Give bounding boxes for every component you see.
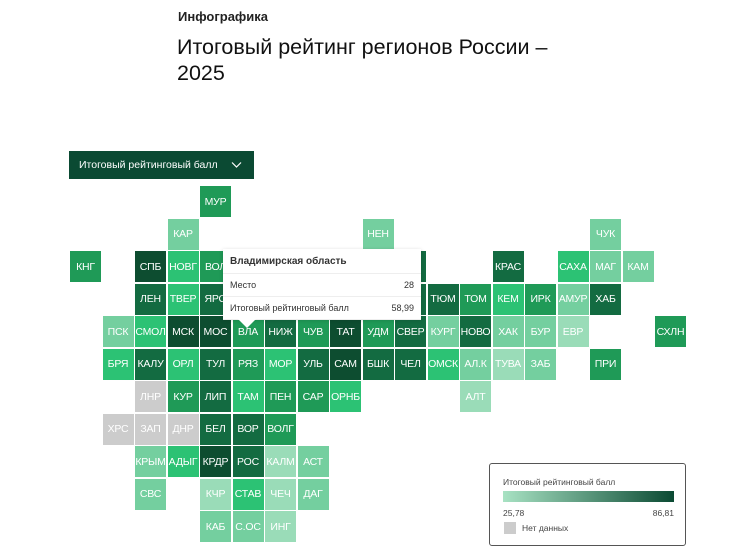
region-tile[interactable]: ЗАП	[135, 413, 166, 445]
region-tile[interactable]: ПЕН	[265, 381, 296, 412]
region-tile[interactable]: КРАС	[492, 251, 524, 282]
region-tile[interactable]: ЛЕН	[135, 283, 166, 315]
region-tile[interactable]: ЕВР	[557, 316, 589, 347]
region-tile[interactable]: КЧР	[200, 478, 231, 510]
region-tile[interactable]: ТВЕР	[167, 283, 199, 315]
region-tile[interactable]: КАМ	[622, 251, 654, 282]
region-tile[interactable]: ХАК	[492, 316, 524, 347]
tooltip-arrow	[237, 318, 257, 328]
tooltip-label: Место	[230, 280, 257, 290]
nodata-swatch	[504, 522, 516, 534]
region-tile[interactable]: ДАГ	[297, 478, 329, 510]
page-title: Итоговый рейтинг регионов России – 2025	[177, 35, 548, 85]
legend-gradient-bar	[503, 491, 674, 502]
region-tile[interactable]: ЧЕЛ	[395, 348, 426, 380]
tooltip-label: Итоговый рейтинговый балл	[230, 303, 349, 313]
region-tile[interactable]: МАГ	[590, 251, 621, 282]
region-tile[interactable]: САХА	[557, 251, 589, 282]
region-tile[interactable]: КРДР	[200, 446, 231, 477]
region-tile[interactable]: ТУЛ	[200, 348, 231, 380]
region-tile[interactable]: ТУВА	[492, 348, 524, 380]
region-tile[interactable]: СВЕР	[395, 316, 426, 347]
region-tile[interactable]: КРЫМ	[135, 446, 166, 477]
region-tile[interactable]: БУР	[525, 316, 556, 347]
region-tile[interactable]: КУР	[167, 381, 199, 412]
region-tile[interactable]: КНГ	[70, 251, 101, 282]
region-tile[interactable]: ДНР	[167, 413, 199, 445]
region-tile[interactable]: ЧЕЧ	[265, 478, 296, 510]
region-tile[interactable]: МОС	[200, 316, 231, 347]
region-tile[interactable]: АСТ	[297, 446, 329, 477]
region-tile[interactable]: МОР	[265, 348, 296, 380]
legend-min: 25,78	[503, 508, 525, 518]
nodata-label: Нет данных	[522, 523, 569, 533]
region-tile[interactable]: СВС	[135, 478, 166, 510]
region-tile[interactable]: ПСК	[102, 316, 134, 347]
region-tile[interactable]: МСК	[167, 316, 199, 347]
region-tile[interactable]: КАЛМ	[265, 446, 296, 477]
region-tile[interactable]: БШК	[362, 348, 394, 380]
region-tile[interactable]: ВОР	[232, 413, 264, 445]
region-tile[interactable]: ЧУВ	[297, 316, 329, 347]
region-tile[interactable]: КАБ	[200, 511, 231, 542]
region-tile[interactable]: НЕН	[362, 218, 394, 250]
region-tile[interactable]: НИЖ	[265, 316, 296, 347]
region-tile[interactable]: СПБ	[135, 251, 166, 282]
region-tile[interactable]: ЧУК	[590, 218, 621, 250]
region-tile[interactable]: БЕЛ	[200, 413, 231, 445]
region-tooltip: Владимирская область Место 28 Итоговый р…	[223, 249, 421, 328]
legend-max: 86,81	[652, 508, 674, 518]
chevron-down-icon	[231, 162, 242, 168]
region-tile[interactable]: РОС	[232, 446, 264, 477]
region-tile[interactable]: ПРИ	[590, 348, 621, 380]
region-tile[interactable]: ТЮМ	[427, 283, 459, 315]
region-tile[interactable]: ИРК	[525, 283, 556, 315]
region-tile[interactable]: КУРГ	[427, 316, 459, 347]
legend: Итоговый рейтинговый балл 25,78 86,81 Не…	[489, 463, 686, 546]
metric-dropdown[interactable]: Итоговый рейтинговый балл	[69, 151, 254, 179]
region-tile[interactable]: ВОЛГ	[265, 413, 296, 445]
region-tile[interactable]: ОМСК	[427, 348, 459, 380]
region-tile[interactable]: СМОЛ	[135, 316, 166, 347]
region-tile[interactable]: САМ	[330, 348, 361, 380]
region-tile[interactable]: АМУР	[557, 283, 589, 315]
tooltip-value: 58,99	[391, 303, 414, 313]
tooltip-row-rank: Место 28	[223, 274, 421, 297]
region-tile[interactable]: ЗАБ	[525, 348, 556, 380]
region-tile[interactable]: СТАВ	[232, 478, 264, 510]
region-tile[interactable]: КЕМ	[492, 283, 524, 315]
region-tile[interactable]: ОРНБ	[330, 381, 361, 412]
region-tile[interactable]: ХАБ	[590, 283, 621, 315]
region-tile[interactable]: АЛ.К	[460, 348, 491, 380]
region-tile[interactable]: ИНГ	[265, 511, 296, 542]
region-tile[interactable]: ОРЛ	[167, 348, 199, 380]
region-tile[interactable]: ТОМ	[460, 283, 491, 315]
legend-title: Итоговый рейтинговый балл	[503, 477, 616, 487]
region-tile[interactable]: НОВО	[460, 316, 491, 347]
region-tile[interactable]: ХРС	[102, 413, 134, 445]
region-tile[interactable]: РЯЗ	[232, 348, 264, 380]
region-tile[interactable]: НОВГ	[167, 251, 199, 282]
region-tile[interactable]: КАР	[167, 218, 199, 250]
region-tile[interactable]: ТАТ	[330, 316, 361, 347]
region-tile[interactable]: АДЫГ	[167, 446, 199, 477]
tooltip-row-score: Итоговый рейтинговый балл 58,99	[223, 297, 421, 320]
region-tile[interactable]: МУР	[200, 186, 231, 217]
region-tile[interactable]: СХЛН	[655, 316, 686, 347]
metric-dropdown-label: Итоговый рейтинговый балл	[79, 159, 218, 171]
region-tile[interactable]: С.ОС	[232, 511, 264, 542]
kicker-label: Инфографика	[178, 9, 269, 24]
region-tile[interactable]: УДМ	[362, 316, 394, 347]
region-tile[interactable]: САР	[297, 381, 329, 412]
region-tile[interactable]: УЛЬ	[297, 348, 329, 380]
region-tile[interactable]: БРЯ	[102, 348, 134, 380]
region-tile[interactable]: ТАМ	[232, 381, 264, 412]
tooltip-region-name: Владимирская область	[223, 249, 421, 274]
region-tile[interactable]: КАЛУ	[135, 348, 166, 380]
region-tile[interactable]: ЛНР	[135, 381, 166, 412]
tooltip-value: 28	[403, 280, 414, 290]
region-tile[interactable]: АЛТ	[460, 381, 491, 412]
region-tile[interactable]: ЛИП	[200, 381, 231, 412]
